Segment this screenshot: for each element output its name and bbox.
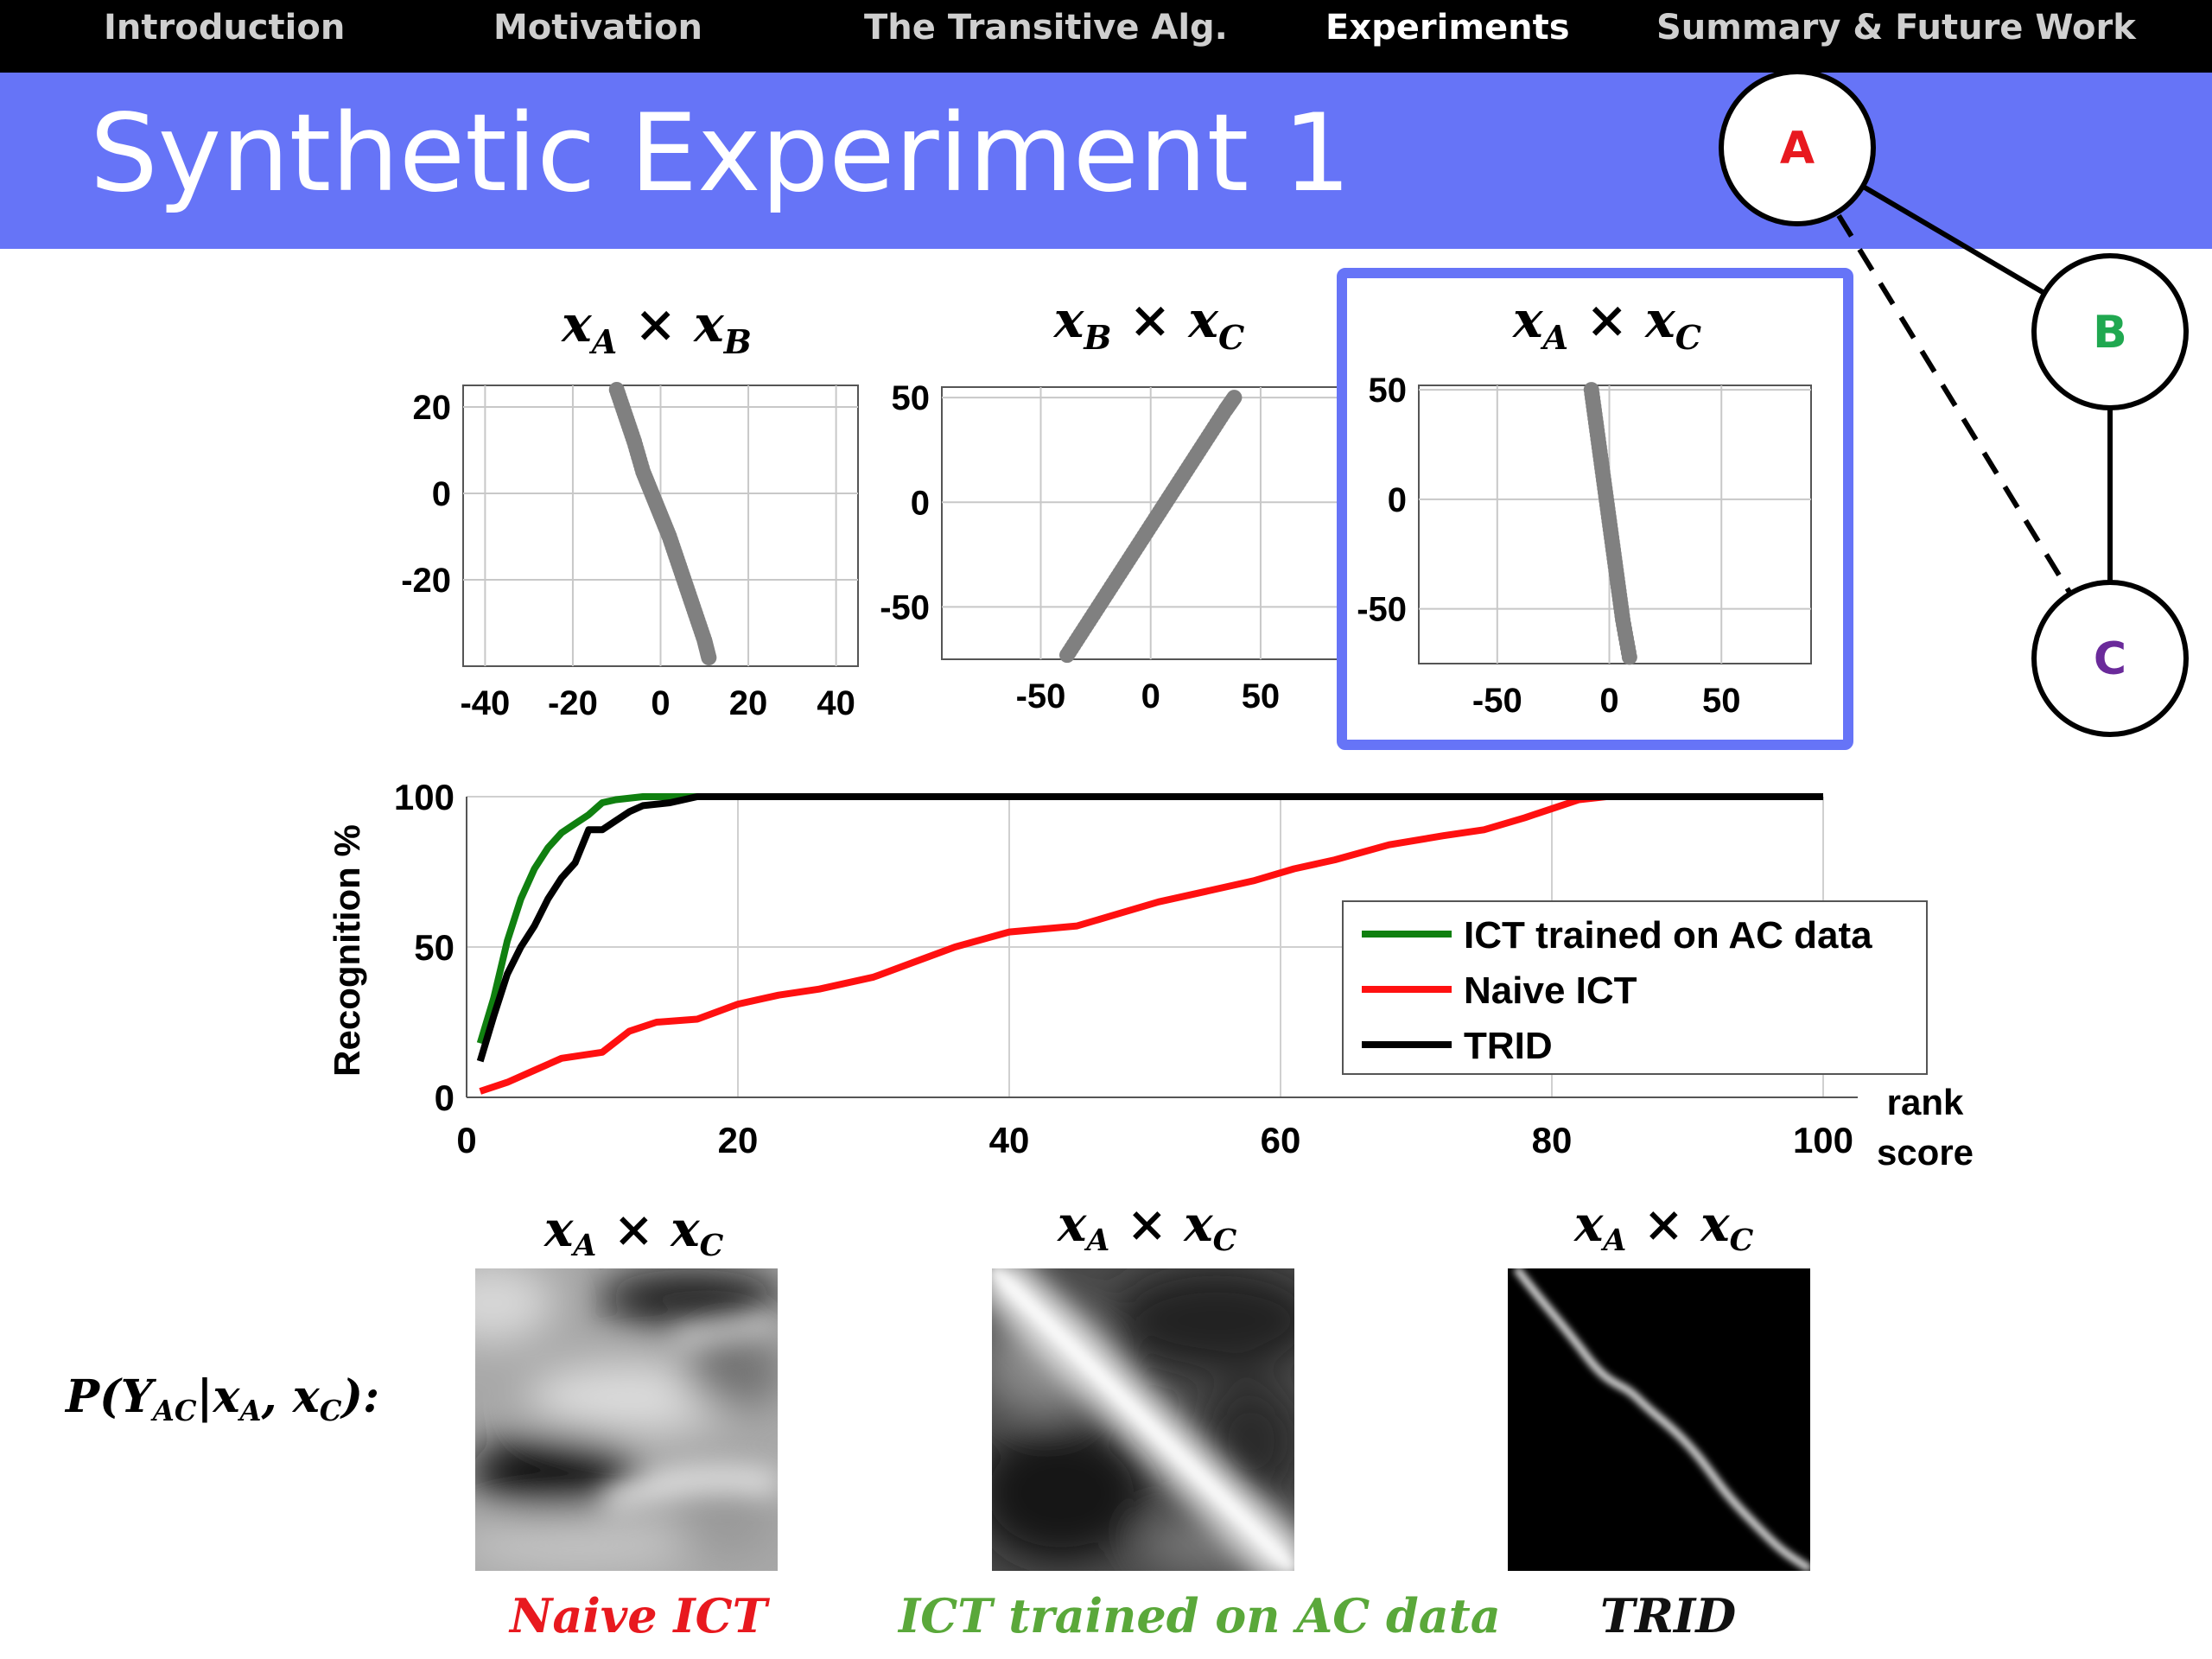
series-line-3 (476, 793, 1823, 1063)
x-tick-label: 20 (729, 684, 768, 722)
x-tick-label: 100 (1793, 1120, 1853, 1160)
y-tick-label: -50 (880, 588, 930, 626)
scatter-plot-1: -40 -20 0 20 40 -20 0 20 xA × xB (401, 295, 859, 722)
graph-node-label-b: B (2093, 307, 2127, 359)
x-tick-label: 20 (718, 1120, 759, 1160)
series-line-1 (476, 793, 1823, 1045)
scatter-plot-2: -50 0 50 -50 0 50 xB × xC (880, 290, 1338, 715)
graph-node-b (2031, 253, 2189, 410)
caption-trid: TRID (1600, 1588, 1737, 1643)
x-tick-label: 0 (651, 684, 670, 722)
graph-edge-a-c (1795, 146, 2113, 660)
legend-label-2: Naive ICT (1464, 969, 1637, 1012)
y-tick-label: 100 (394, 777, 454, 817)
caption-naive-ict: Naive ICT (510, 1588, 767, 1643)
x-tick-label: 40 (817, 684, 855, 722)
recognition-chart: 0 20 40 60 80 100 0 50 100 ICT trained on AC data… (327, 777, 1974, 1173)
x-tick-label: 50 (1242, 677, 1281, 715)
y-tick-label: -50 (1357, 591, 1407, 629)
graph-node-c (2031, 580, 2189, 737)
legend-label-3: TRID (1464, 1025, 1553, 1067)
y-tick-label: 0 (911, 484, 930, 522)
nav-bar: Introduction Motivation The Transitive A… (0, 0, 2212, 73)
x-tick-label: -40 (460, 684, 510, 722)
nav-item-introduction[interactable]: Introduction (104, 8, 346, 48)
scatter-title: xA × xB (560, 295, 752, 361)
y-axis-label: Recognition % (327, 824, 367, 1077)
y-tick-label: 0 (435, 1077, 454, 1118)
y-tick-label: 0 (432, 475, 451, 513)
scatter-plots: -40 -20 0 20 40 -20 0 20 xA × xB -50 0 50 -50 0 50 xB ×… (401, 268, 1853, 750)
heatmap-ict-trained-ac (992, 1268, 1294, 1571)
graph-node-label-c: C (2094, 633, 2126, 685)
heatmap-title-naive: xA × xC (544, 1201, 724, 1264)
graph-node-label-a: A (1780, 123, 1815, 175)
nav-item-motivation[interactable]: Motivation (493, 8, 702, 48)
x-axis-label-line2: score (1877, 1132, 1974, 1173)
graph-node-a (1719, 69, 1876, 226)
x-tick-label: 0 (456, 1120, 476, 1160)
scatter-point (1226, 390, 1243, 406)
nav-item-summary[interactable]: Summary & Future Work (1656, 8, 2136, 48)
slide-title: Synthetic Experiment 1 (90, 92, 1351, 216)
scatter-title: xA × xC (1511, 290, 1701, 357)
y-tick-label: 20 (413, 389, 452, 427)
heatmap-trid (1508, 1268, 1810, 1571)
x-tick-label: 0 (1141, 677, 1160, 715)
legend-label-1: ICT trained on AC data (1464, 914, 1872, 957)
y-tick-label: 50 (892, 379, 931, 417)
x-tick-label: 50 (1702, 682, 1741, 720)
y-tick-label: 50 (1369, 372, 1408, 410)
heatmap-naive-ict (475, 1268, 778, 1571)
nav-item-transitive-alg[interactable]: The Transitive Alg. (864, 8, 1228, 48)
y-tick-label: 50 (414, 927, 454, 968)
scatter-point (701, 650, 717, 665)
relation-graph: A B C (1719, 69, 2189, 737)
highlight-frame (1337, 268, 1853, 750)
caption-ict-trained-ac: ICT trained on AC data (899, 1588, 1501, 1643)
heatmap-title-ict-ac: xA × xC (1058, 1196, 1237, 1259)
nav-item-experiments[interactable]: Experiments (1325, 8, 1570, 48)
series-line-2 (479, 793, 1823, 1095)
x-tick-label: 0 (1599, 682, 1618, 720)
heatmap-title-trid: xA × xC (1574, 1196, 1754, 1259)
scatter-point (1621, 649, 1637, 665)
x-tick-label: -50 (1016, 677, 1066, 715)
x-axis-label-line1: rank (1887, 1082, 1964, 1122)
x-tick-label: 60 (1261, 1120, 1301, 1160)
probability-label: P(YAC|xA, xC): (66, 1370, 380, 1428)
x-tick-label: 80 (1532, 1120, 1573, 1160)
y-tick-label: -20 (401, 562, 451, 600)
scatter-plot-3: -50 0 50 -50 0 50 xA × xC (1337, 268, 1853, 750)
y-tick-label: 0 (1388, 481, 1407, 519)
scatter-title: xB × xC (1052, 290, 1245, 357)
x-tick-label: 40 (989, 1120, 1030, 1160)
x-tick-label: -50 (1472, 682, 1522, 720)
x-tick-label: -20 (548, 684, 598, 722)
plot-frame (941, 386, 1338, 660)
